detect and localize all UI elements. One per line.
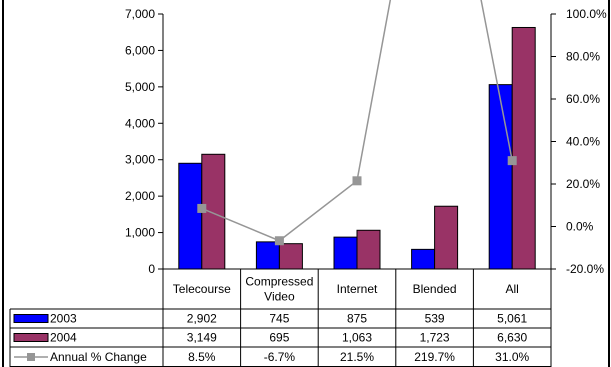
category-label-line: Blended bbox=[413, 282, 457, 296]
category-label-compressed-video: Compressed Video bbox=[245, 275, 313, 304]
left-tick-label: 0 bbox=[148, 262, 155, 276]
right-tick-label: 40.0% bbox=[566, 135, 600, 149]
data-label-annual-change-compressed-video: -6.7% bbox=[264, 350, 296, 364]
annual-change-marker-compressed-video bbox=[274, 236, 284, 246]
bar-2003-telecourse bbox=[178, 162, 203, 270]
legend-label-annual-change: Annual % Change bbox=[50, 350, 147, 364]
data-label-annual-change-telecourse: 8.5% bbox=[188, 350, 216, 364]
bar-2003-all bbox=[488, 84, 513, 270]
right-tick-label: 100.0% bbox=[566, 7, 607, 21]
left-axis: 0 1,000 2,000 3,000 4,000 5,000 6,000 7,000 bbox=[125, 7, 163, 276]
left-tick-label: 4,000 bbox=[125, 116, 155, 130]
data-label-annual-change-all: 31.0% bbox=[495, 350, 529, 364]
data-label-2004-blended: 1,723 bbox=[420, 331, 450, 345]
left-tick-label: 6,000 bbox=[125, 43, 155, 57]
legend-key-2003 bbox=[13, 314, 49, 323]
annual-change-marker-internet bbox=[352, 176, 362, 186]
data-label-annual-change-blended: 219.7% bbox=[414, 350, 455, 364]
bar-2003-compressed-video bbox=[255, 241, 280, 270]
data-label-2003-all: 5,061 bbox=[497, 312, 527, 326]
category-label-line: Telecourse bbox=[173, 282, 231, 296]
data-label-2004-telecourse: 3,149 bbox=[187, 331, 217, 345]
right-tick-label: 80.0% bbox=[566, 50, 600, 64]
line-series bbox=[197, 0, 517, 246]
bar-2004-all bbox=[511, 26, 536, 270]
category-label-blended: Blended bbox=[413, 282, 457, 296]
category-label-line: All bbox=[506, 282, 519, 296]
data-label-2003-blended: 539 bbox=[425, 312, 445, 326]
bar-2003-blended bbox=[411, 248, 436, 270]
legend-label-2004: 2004 bbox=[50, 331, 77, 345]
data-label-2004-all: 6,630 bbox=[497, 331, 527, 345]
annual-change-marker-telecourse bbox=[197, 203, 207, 213]
left-tick-label: 5,000 bbox=[125, 80, 155, 94]
category-label-telecourse: Telecourse bbox=[173, 282, 231, 296]
bars bbox=[178, 26, 536, 270]
category-label-line: Internet bbox=[337, 282, 378, 296]
legend-label-2003: 2003 bbox=[50, 312, 77, 326]
right-tick-label: 60.0% bbox=[566, 92, 600, 106]
data-label-2003-internet: 875 bbox=[347, 312, 367, 326]
category-label-all: All bbox=[506, 282, 519, 296]
left-tick-label: 2,000 bbox=[125, 189, 155, 203]
bar-2004-compressed-video bbox=[278, 243, 303, 270]
category-label-line: Compressed bbox=[245, 275, 313, 289]
left-tick-label: 1,000 bbox=[125, 226, 155, 240]
right-axis: -20.0% 0.0% 20.0% 40.0% 60.0% 80.0% 100.0% bbox=[551, 7, 607, 276]
data-label-2003-telecourse: 2,902 bbox=[187, 312, 217, 326]
data-label-annual-change-internet: 21.5% bbox=[340, 350, 374, 364]
right-tick-label: 20.0% bbox=[566, 177, 600, 191]
data-table: Telecourse Compressed Video Internet Blended… bbox=[9, 269, 552, 367]
category-label-internet: Internet bbox=[337, 282, 378, 296]
right-tick-label: -20.0% bbox=[566, 262, 604, 276]
data-label-2004-compressed-video: 695 bbox=[269, 331, 289, 345]
category-label-line: Video bbox=[264, 290, 295, 304]
legend-key-2004 bbox=[13, 333, 49, 342]
bar-2004-blended bbox=[434, 205, 459, 270]
legend-key-marker-annual-change bbox=[27, 353, 35, 361]
data-label-2004-internet: 1,063 bbox=[342, 331, 372, 345]
data-label-2003-compressed-video: 745 bbox=[269, 312, 289, 326]
left-tick-label: 3,000 bbox=[125, 153, 155, 167]
left-tick-label: 7,000 bbox=[125, 7, 155, 21]
bar-2004-internet bbox=[356, 229, 381, 270]
bar-2003-internet bbox=[333, 236, 358, 270]
annual-change-marker-all bbox=[507, 156, 517, 166]
right-tick-label: 0.0% bbox=[566, 220, 594, 234]
